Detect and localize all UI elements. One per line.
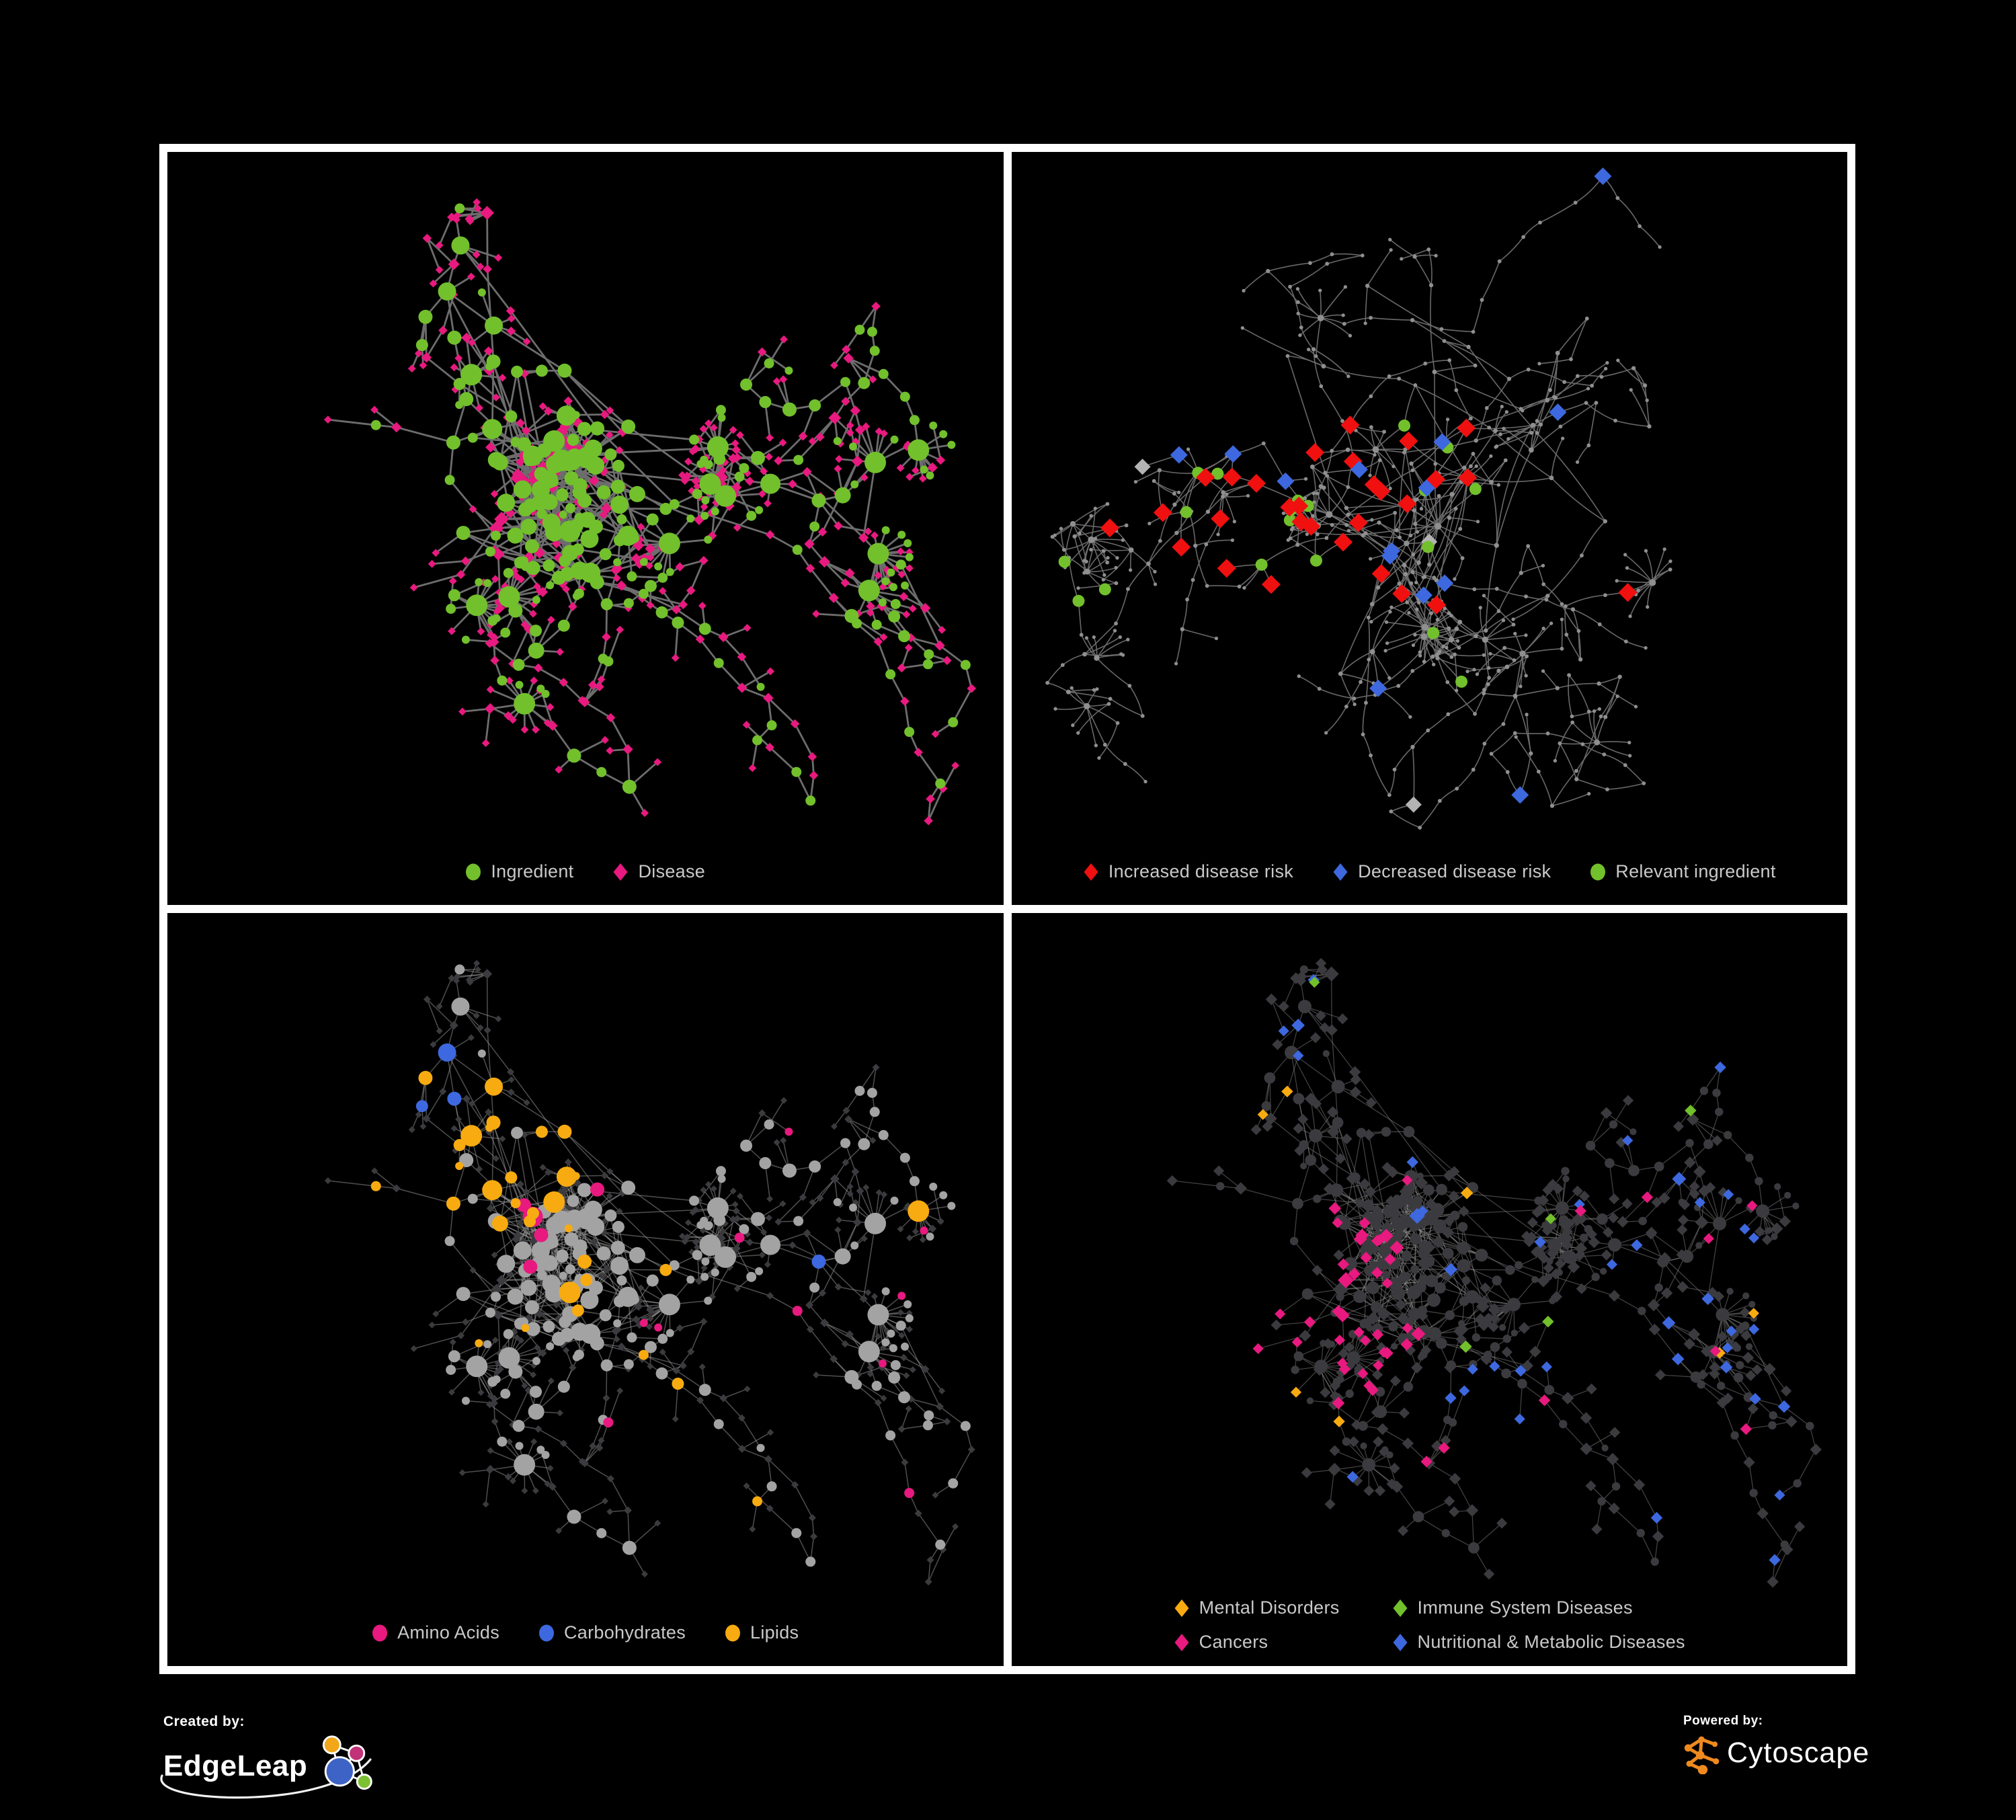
legend-label: Decreased disease risk [1358, 861, 1551, 881]
legend-label: Relevant ingredient [1615, 861, 1776, 881]
legend-item: Nutritional & Metabolic Diseases [1392, 1632, 1685, 1653]
disease-category-network-graph [1166, 957, 1822, 1588]
panel-disease-categories: Mental Disorders Immune System Diseases Ca… [1011, 913, 1847, 1666]
legend-marker-diamond-icon [1393, 1599, 1408, 1617]
ingredient-disease-legend: Ingredient Disease [167, 861, 1004, 882]
legend-label: Nutritional & Metabolic Diseases [1417, 1632, 1685, 1652]
cytoscape-logo-text: Cytoscape [1727, 1736, 1870, 1769]
legend-marker-circle-icon [372, 1624, 388, 1641]
ingredient-category-legend: Amino Acids Carbohydrates Lipids [167, 1622, 1004, 1643]
legend-item: Disease [612, 861, 705, 882]
legend-marker-diamond-icon [1174, 1599, 1189, 1617]
legend-item: Carbohydrates [538, 1622, 686, 1643]
legend-label: Disease [638, 861, 706, 881]
legend-label: Amino Acids [397, 1622, 499, 1643]
legend-marker-circle-icon [466, 863, 481, 880]
legend-label: Immune System Diseases [1417, 1597, 1633, 1618]
legend-label: Mental Disorders [1199, 1597, 1340, 1618]
legend-label: Cancers [1199, 1632, 1268, 1652]
panel-grid: Ingredient Disease Increased disease risk… [159, 144, 1855, 1674]
disease-category-legend: Mental Disorders Immune System Diseases Ca… [1174, 1597, 1685, 1653]
legend-label: Lipids [750, 1622, 799, 1643]
legend-marker-circle-icon [725, 1624, 740, 1641]
cytoscape-logo: Cytoscape [1683, 1731, 1869, 1774]
powered-by-label: Powered by: [1683, 1714, 1763, 1728]
legend-marker-circle-icon [539, 1624, 554, 1641]
legend-item: Mental Disorders [1174, 1597, 1340, 1618]
legend-marker-circle-icon [1590, 863, 1606, 880]
legend-marker-diamond-icon [1393, 1633, 1408, 1651]
legend-label: Ingredient [491, 861, 574, 881]
created-by-block: Created by: EdgeLeap [160, 1714, 378, 1799]
legend-marker-diamond-icon [1084, 863, 1098, 881]
panel-ingredient-categories: Amino Acids Carbohydrates Lipids [167, 913, 1004, 1666]
edgeleap-logo-text: EdgeLeap [163, 1749, 308, 1782]
legend-marker-diamond-icon [1333, 863, 1348, 881]
legend-item: Increased disease risk [1083, 861, 1293, 882]
legend-marker-diamond-icon [1174, 1633, 1189, 1651]
disease-risk-legend: Increased disease risk Decreased disease … [1012, 861, 1848, 882]
legend-label: Carbohydrates [564, 1622, 686, 1643]
panel-disease-risk: Increased disease risk Decreased disease … [1011, 152, 1848, 905]
cytoscape-network-icon [1684, 1736, 1720, 1774]
legend-item: Ingredient [465, 861, 573, 882]
legend-label: Increased disease risk [1108, 861, 1294, 881]
edgeleap-logo: EdgeLeap [160, 1734, 378, 1799]
edgeleap-network-icon [323, 1735, 373, 1790]
legend-marker-diamond-icon [613, 863, 628, 881]
legend-item: Relevant ingredient [1590, 861, 1775, 882]
legend-item: Decreased disease risk [1332, 861, 1551, 882]
ingredient-category-network-graph [324, 959, 975, 1586]
ingredient-disease-network-graph [323, 198, 977, 826]
legend-item: Amino Acids [372, 1622, 499, 1643]
legend-item: Cancers [1174, 1632, 1268, 1653]
panel-ingredient-disease: Ingredient Disease [167, 152, 1004, 905]
legend-item: Lipids [725, 1622, 799, 1643]
legend-item: Immune System Diseases [1392, 1597, 1633, 1618]
created-by-label: Created by: [163, 1714, 245, 1729]
disease-risk-network-graph [1045, 167, 1672, 830]
powered-by-block: Powered by: Cytoscape [1683, 1714, 1869, 1774]
